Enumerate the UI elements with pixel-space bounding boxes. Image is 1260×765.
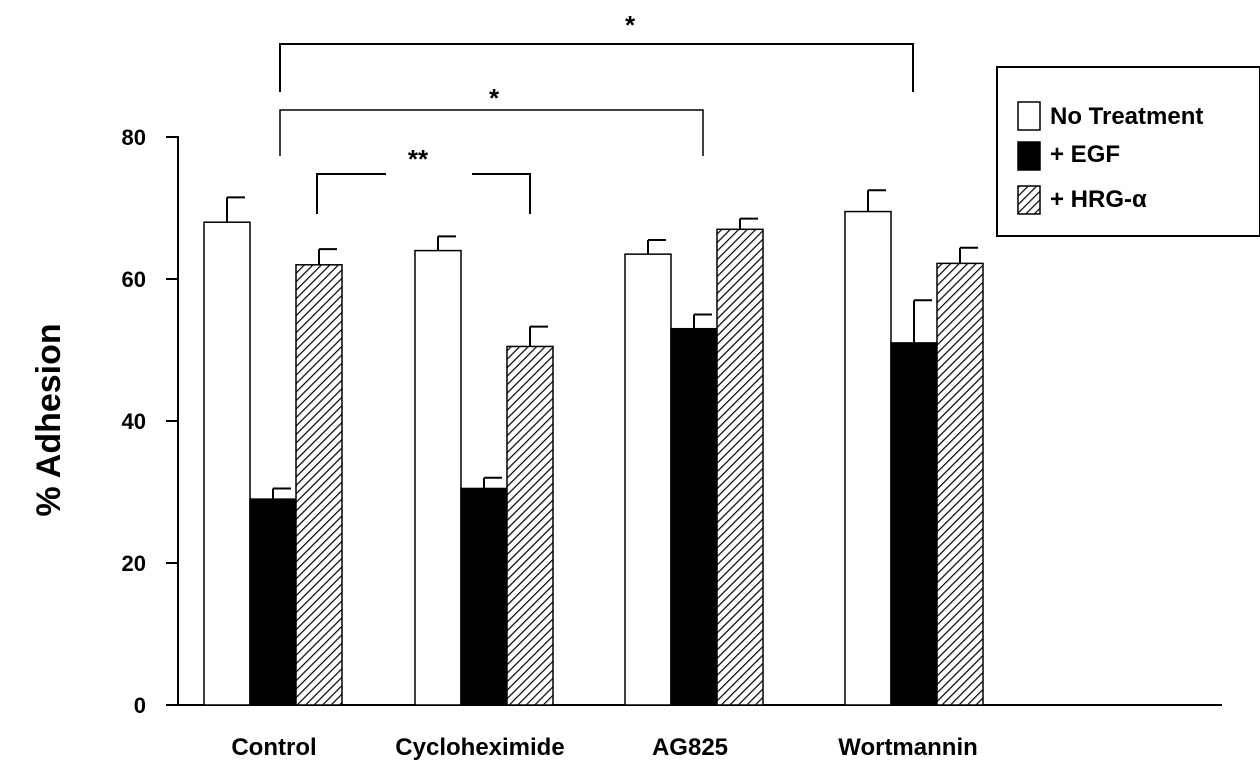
bar-cycloheximide-hrg (506, 345, 554, 706)
bar-cycloheximide-no-treatment (414, 249, 462, 706)
y-axis-title: % Adhesion (30, 323, 68, 516)
bar-ag825-egf (670, 327, 718, 706)
category-label-ag825: AG825 (652, 734, 728, 761)
bracket-hrg-control-cycloheximide-right (472, 173, 531, 214)
bar-ag825-no-treatment (624, 253, 672, 706)
category-label-cycloheximide: Cycloheximide (395, 734, 564, 761)
sig-label-hrg-control-cycloheximide: ** (408, 144, 429, 174)
bar-ag825-hrg (716, 228, 764, 706)
y-tick-label: 40 (122, 409, 146, 434)
bar-control-egf (249, 498, 297, 706)
category-label-wortmannin: Wortmannin (838, 734, 978, 761)
legend-swatch-hrg (1017, 185, 1041, 215)
y-tick-label: 0 (134, 693, 146, 718)
y-tick-label: 80 (122, 125, 146, 150)
bar-wortmannin-no-treatment (844, 210, 892, 706)
legend-label-hrg: + HRG-α (1050, 186, 1147, 213)
bar-cycloheximide-egf (460, 487, 508, 706)
category-label-control: Control (231, 734, 316, 761)
legend-label-egf: + EGF (1050, 141, 1120, 168)
sig-label-control-wortmannin: * (625, 10, 636, 40)
category-labels: Control Cycloheximide AG825 Wortmannin (231, 734, 977, 761)
legend-box (996, 66, 1260, 237)
bar-wortmannin-hrg (936, 262, 984, 706)
significance-brackets: * * ** (279, 10, 914, 214)
error-bars (226, 189, 978, 500)
sig-label-control-ag825: * (489, 83, 500, 113)
legend-label-no-treatment: No Treatment (1050, 103, 1203, 130)
y-tick-label: 60 (122, 267, 146, 292)
legend: No Treatment + EGF + HRG-α (996, 66, 1260, 237)
bracket-control-wortmannin (279, 43, 914, 92)
bar-control-no-treatment (203, 221, 251, 706)
bar-wortmannin-egf (890, 342, 938, 706)
y-ticks: 0 20 40 60 80 (122, 125, 178, 718)
y-tick-label: 20 (122, 551, 146, 576)
bars (203, 210, 984, 706)
legend-swatch-no-treatment (1017, 101, 1041, 131)
bracket-control-ag825 (279, 109, 704, 156)
bracket-hrg-control-cycloheximide-left (316, 173, 386, 214)
legend-swatch-egf (1017, 141, 1041, 171)
bar-control-hrg (295, 264, 343, 706)
